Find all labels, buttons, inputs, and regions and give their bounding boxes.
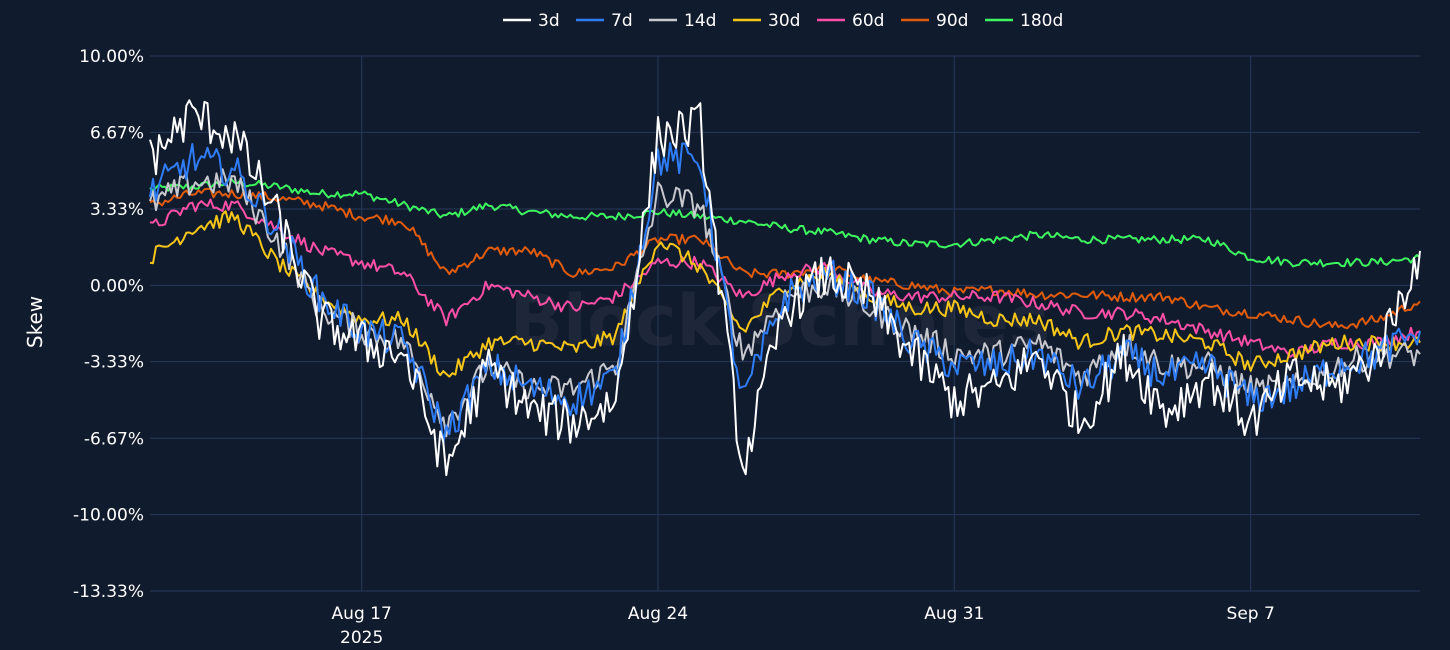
legend-item-7d[interactable]: 7d bbox=[576, 11, 633, 31]
y-tick-label: -10.00% bbox=[73, 506, 144, 526]
legend-item-180d[interactable]: 180d bbox=[985, 11, 1063, 31]
series-line-60d bbox=[149, 198, 1421, 361]
y-tick-label: -6.67% bbox=[84, 429, 144, 449]
series-line-3d bbox=[149, 99, 1421, 477]
legend-label: 3d bbox=[538, 11, 560, 31]
legend-item-14d[interactable]: 14d bbox=[649, 11, 716, 31]
series-line-180d bbox=[149, 178, 1421, 268]
y-tick-label: 10.00% bbox=[79, 47, 144, 67]
legend-label: 180d bbox=[1020, 11, 1063, 31]
legend-label: 7d bbox=[611, 11, 633, 31]
legend-item-30d[interactable]: 30d bbox=[733, 11, 800, 31]
y-tick-label: -3.33% bbox=[84, 353, 144, 373]
y-tick-label: 3.33% bbox=[90, 200, 144, 220]
legend-label: 90d bbox=[936, 11, 968, 31]
legend-item-3d[interactable]: 3d bbox=[503, 11, 560, 31]
x-tick-label: Sep 7 bbox=[1227, 604, 1275, 624]
x-tick-sublabel: 2025 bbox=[340, 628, 383, 648]
x-tick-label: Aug 31 bbox=[924, 604, 984, 624]
legend[interactable]: 3d 7d 14d 30d 60d 90d 180d bbox=[503, 11, 1063, 31]
series-line-90d bbox=[149, 187, 1421, 330]
x-tick-label: Aug 17 bbox=[332, 604, 392, 624]
y-axis-label: Skew bbox=[23, 296, 47, 348]
legend-label: 60d bbox=[852, 11, 884, 31]
legend-label: 30d bbox=[768, 11, 800, 31]
legend-item-60d[interactable]: 60d bbox=[817, 11, 884, 31]
y-tick-label: -13.33% bbox=[73, 582, 144, 602]
series-line-7d bbox=[149, 142, 1421, 445]
grid bbox=[150, 55, 1420, 592]
x-axis-ticks: Aug 17 2025 Aug 24 Aug 31 Sep 7 bbox=[332, 604, 1275, 648]
series-line-14d bbox=[149, 168, 1421, 438]
series-lines bbox=[149, 99, 1421, 477]
y-axis-ticks: 10.00% 6.67% 3.33% 0.00% -3.33% -6.67% -10.00%… bbox=[73, 47, 144, 602]
y-tick-label: 0.00% bbox=[90, 276, 144, 296]
legend-label: 14d bbox=[684, 11, 716, 31]
watermark-text: Block Scholes bbox=[510, 280, 1051, 362]
y-tick-label: 6.67% bbox=[90, 123, 144, 143]
legend-item-90d[interactable]: 90d bbox=[901, 11, 968, 31]
x-tick-label: Aug 24 bbox=[628, 604, 688, 624]
